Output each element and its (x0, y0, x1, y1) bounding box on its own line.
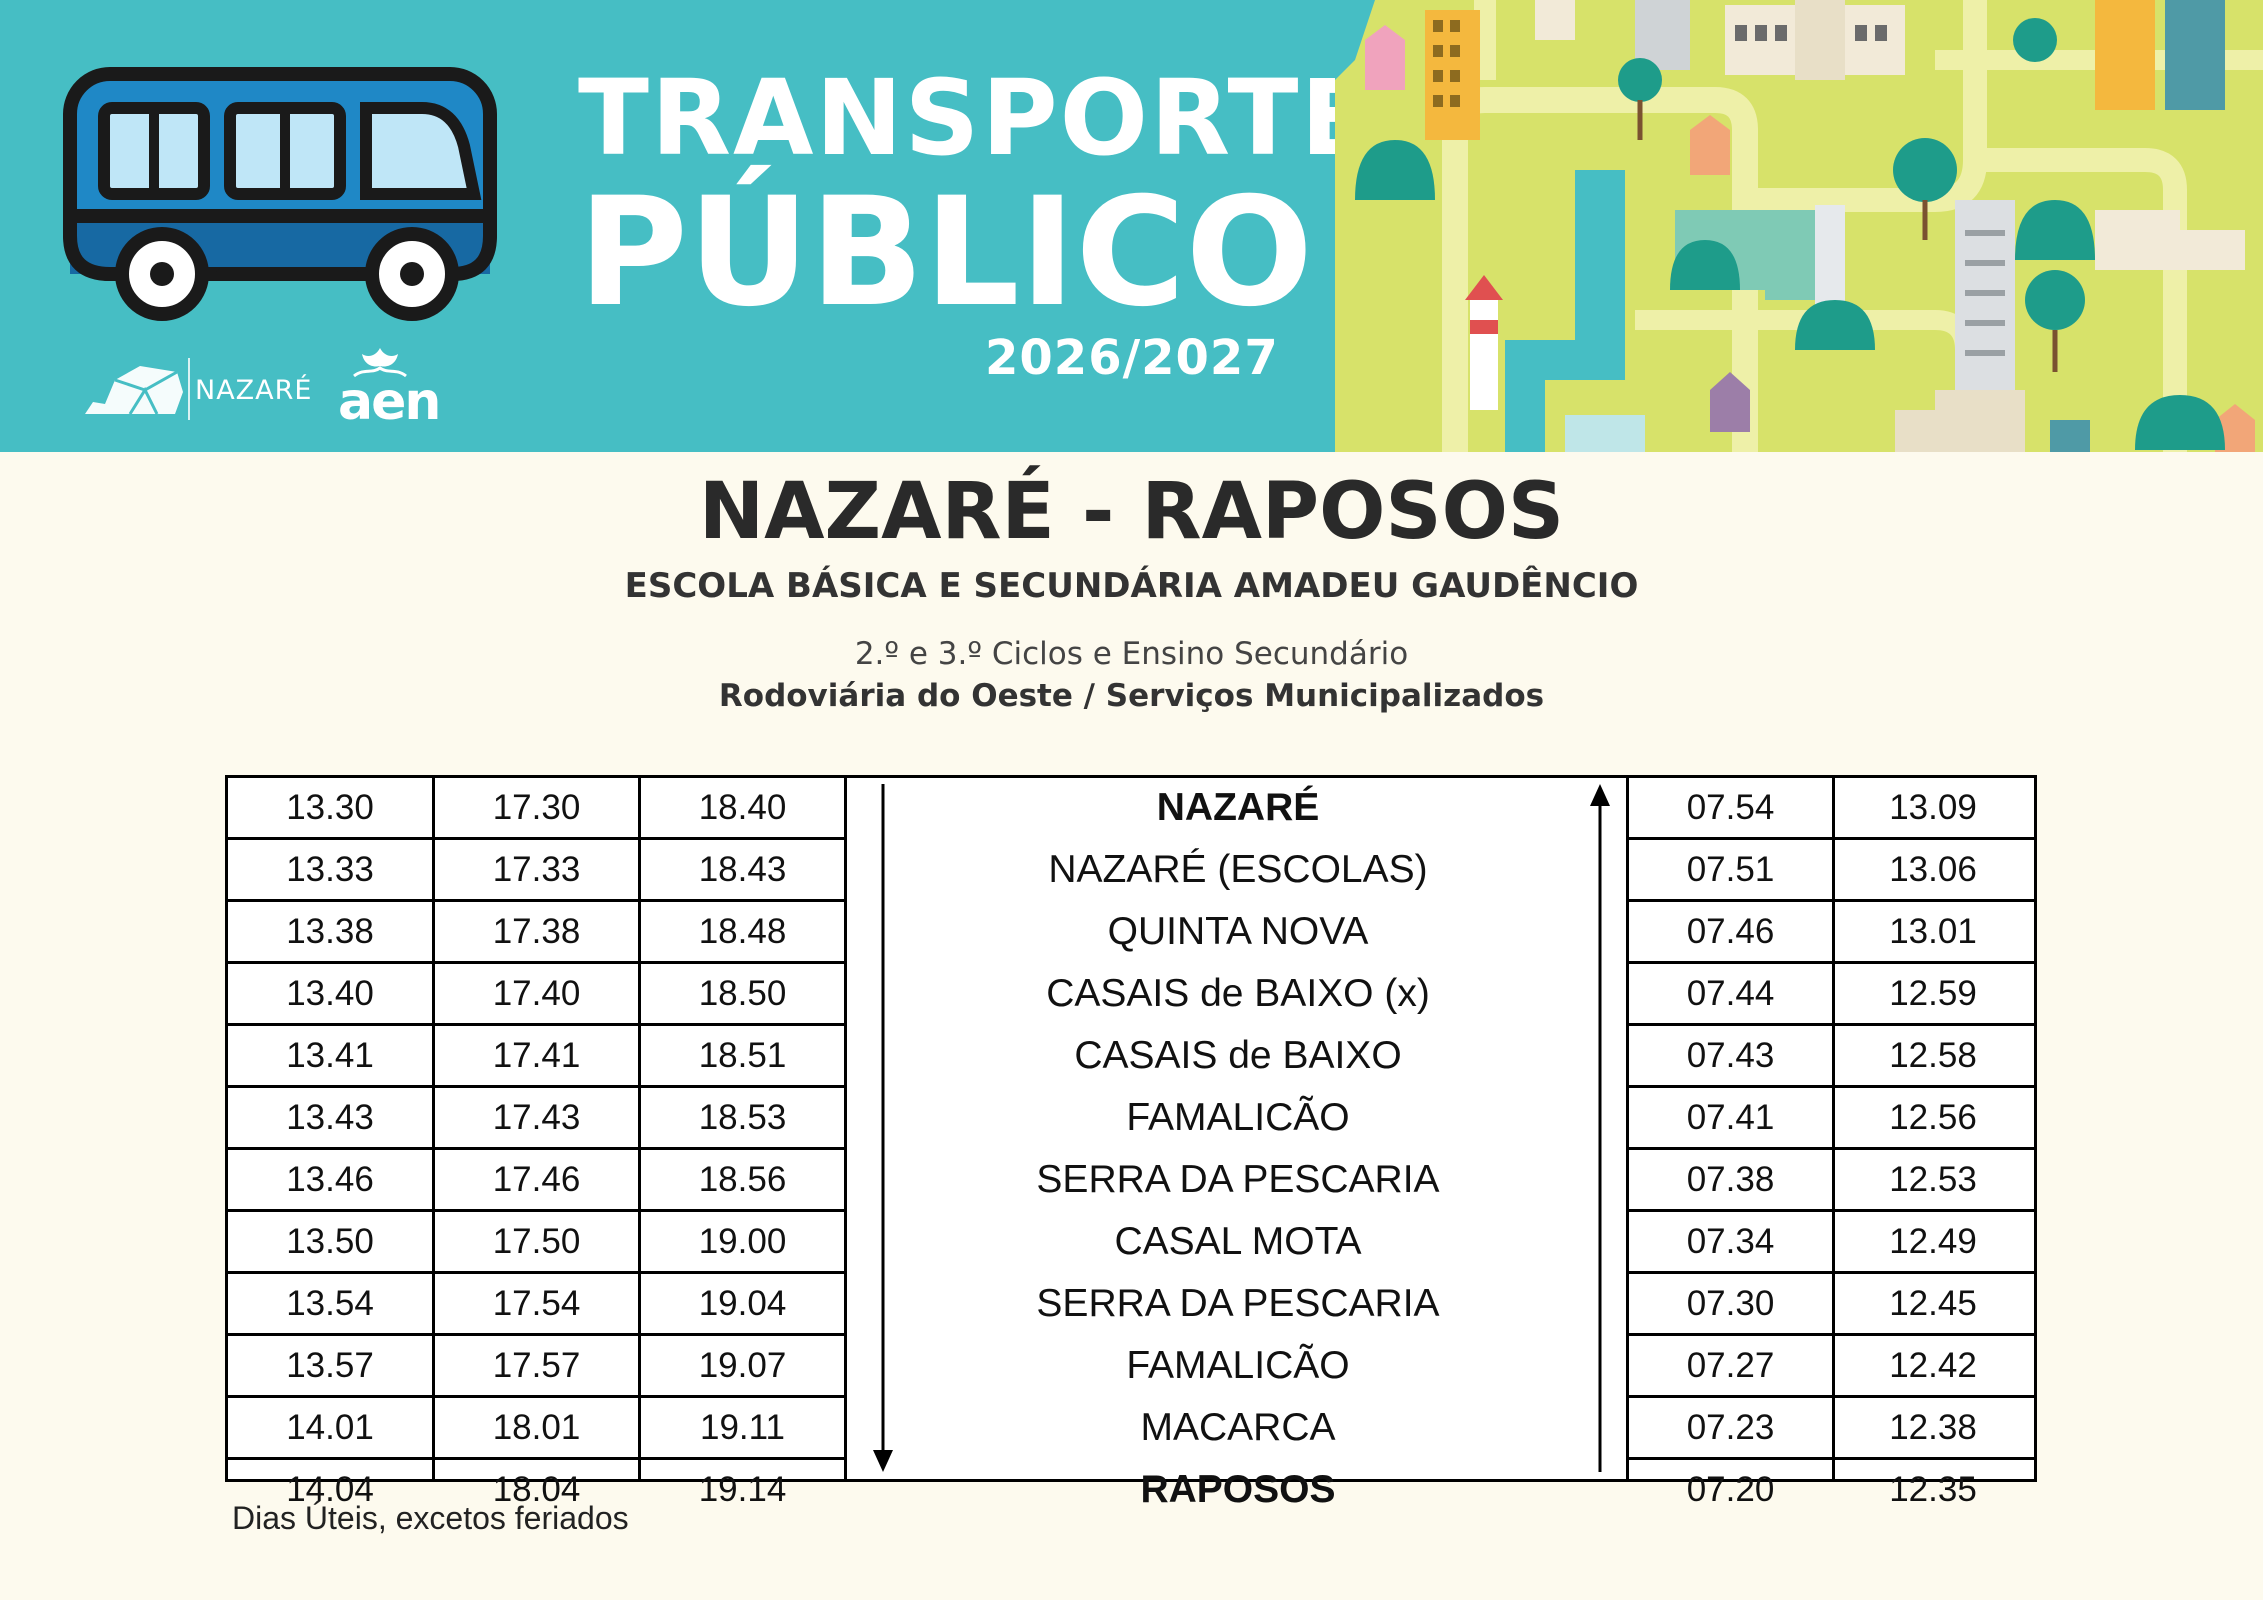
timetable: 13.30 13.33 13.38 13.40 13.41 13.43 13.46 13.50… (225, 775, 2037, 1511)
stop-name: QUINTA NOVA (1107, 909, 1369, 953)
time-cell: 17.40 (435, 964, 638, 1026)
time-cell: 13.09 (1832, 778, 2034, 840)
time-cell: 18.48 (641, 902, 844, 964)
time-cell: 07.51 (1629, 840, 1832, 902)
time-cell: 13.57 (228, 1336, 432, 1398)
outbound-column-2: 17.30 17.33 17.38 17.40 17.41 17.43 17.46 17.50… (435, 778, 641, 1509)
time-cell: 17.57 (435, 1336, 638, 1398)
time-cell: 07.54 (1629, 778, 1832, 840)
time-cell: 17.50 (435, 1212, 638, 1274)
time-cell: 17.54 (435, 1274, 638, 1336)
time-cell: 17.33 (435, 840, 638, 902)
time-cell: 13.40 (228, 964, 432, 1026)
stop-name: SERRA DA PESCARIA (1036, 1281, 1440, 1325)
time-cell: 14.01 (228, 1398, 432, 1460)
time-cell: 19.00 (641, 1212, 844, 1274)
time-cell: 12.35 (1889, 1469, 1977, 1509)
time-cell: 12.53 (1832, 1150, 2034, 1212)
time-cell: 13.43 (228, 1088, 432, 1150)
stop-name: RAPOSOS (1140, 1467, 1336, 1511)
time-cell: 17.30 (435, 778, 638, 840)
time-cell: 07.43 (1629, 1026, 1832, 1088)
logo-nazare-text: NAZARÉ (195, 375, 313, 406)
time-cell: 13.38 (228, 902, 432, 964)
education-cycles: 2.º e 3.º Ciclos e Ensino Secundário (854, 636, 1409, 672)
time-cell: 13.30 (228, 778, 432, 840)
time-cell: 17.38 (435, 902, 638, 964)
aen-logo-icon (353, 348, 407, 378)
time-cell: 07.44 (1629, 964, 1832, 1026)
time-cell: 18.04 (492, 1469, 581, 1509)
time-cell: 18.43 (641, 840, 844, 902)
nazare-logo-icon (85, 366, 183, 415)
banner-year: 2026/2027 (985, 330, 1279, 386)
time-cell: 12.59 (1832, 964, 2034, 1026)
stop-name: MACARCA (1140, 1405, 1336, 1449)
route-title: NAZARÉ - RAPOSOS (698, 467, 1565, 557)
outbound-column-3: 18.40 18.43 18.48 18.50 18.51 18.53 18.56 19.00… (641, 778, 847, 1509)
time-cell: 18.50 (641, 964, 844, 1026)
stop-name: FAMALICÃO (1126, 1343, 1350, 1387)
time-cell: 18.53 (641, 1088, 844, 1150)
time-cell: 07.46 (1629, 902, 1832, 964)
down-arrow-icon (873, 784, 893, 1472)
stop-name: SERRA DA PESCARIA (1036, 1157, 1440, 1201)
time-cell: 19.07 (641, 1336, 844, 1398)
time-cell: 13.01 (1832, 902, 2034, 964)
time-cell: 12.42 (1832, 1336, 2034, 1398)
school-name: ESCOLA BÁSICA E SECUNDÁRIA AMADEU GAUDÊN… (624, 566, 1639, 606)
banner-title-line1: TRANSPORTE (578, 57, 1374, 179)
time-cell: 18.01 (435, 1398, 638, 1460)
footnote: Dias Úteis, excetos feriados (232, 1500, 629, 1536)
header-banner: NAZARÉ aen TRANSPORTE PÚBLICO 2026/2027 (0, 0, 2263, 452)
time-cell: 13.54 (228, 1274, 432, 1336)
stop-name: CASAIS de BAIXO (x) (1046, 971, 1430, 1015)
time-cell: 17.41 (435, 1026, 638, 1088)
time-cell: 17.43 (435, 1088, 638, 1150)
time-cell: 19.04 (641, 1274, 844, 1336)
up-arrow-icon (1590, 784, 1610, 1472)
time-cell: 07.23 (1629, 1398, 1832, 1460)
time-cell: 07.20 (1686, 1469, 1775, 1509)
time-cell: 07.30 (1629, 1274, 1832, 1336)
bus-icon (63, 67, 497, 321)
time-cell: 13.46 (228, 1150, 432, 1212)
banner-title-line2: PÚBLICO (578, 166, 1314, 340)
stops-column: NAZARÉ NAZARÉ (ESCOLAS) QUINTA NOVA CASAIS … (848, 778, 1628, 1511)
time-cell: 12.58 (1832, 1026, 2034, 1088)
transport-operators: Rodoviária do Oeste / Serviços Municipal… (718, 678, 1545, 714)
time-cell: 12.45 (1832, 1274, 2034, 1336)
time-cell: 13.33 (228, 840, 432, 902)
stop-name: NAZARÉ (1156, 785, 1320, 829)
time-cell: 12.56 (1832, 1088, 2034, 1150)
time-cell: 07.41 (1629, 1088, 1832, 1150)
time-cell: 07.38 (1629, 1150, 1832, 1212)
inbound-column-1: 07.54 07.51 07.46 07.44 07.43 07.41 07.38 07.34… (1626, 778, 1835, 1509)
time-cell: 18.56 (641, 1150, 844, 1212)
time-cell: 13.06 (1832, 840, 2034, 902)
outbound-column-1: 13.30 13.33 13.38 13.40 13.41 13.43 13.46 13.50… (228, 778, 435, 1509)
time-cell: 07.27 (1629, 1336, 1832, 1398)
stop-name: CASAL MOTA (1114, 1219, 1362, 1263)
city-map-illustration (1335, 0, 2263, 452)
time-cell: 13.50 (228, 1212, 432, 1274)
time-cell: 18.40 (641, 778, 844, 840)
time-cell: 17.46 (435, 1150, 638, 1212)
stop-name: FAMALICÃO (1126, 1095, 1350, 1139)
time-cell: 13.41 (228, 1026, 432, 1088)
time-cell: 14.04 (286, 1469, 374, 1509)
stop-name: NAZARÉ (ESCOLAS) (1048, 847, 1428, 891)
stop-name: CASAIS de BAIXO (1074, 1033, 1402, 1077)
time-cell: 07.34 (1629, 1212, 1832, 1274)
time-cell: 18.51 (641, 1026, 844, 1088)
logo-divider (188, 358, 190, 420)
time-cell: 19.11 (641, 1398, 844, 1460)
time-cell: 12.38 (1832, 1398, 2034, 1460)
logo-aen-text: aen (338, 372, 441, 432)
inbound-column-2: 13.09 13.06 13.01 12.59 12.58 12.56 12.53 12.49… (1832, 778, 2034, 1509)
time-cell: 19.14 (698, 1469, 787, 1509)
time-cell: 12.49 (1832, 1212, 2034, 1274)
